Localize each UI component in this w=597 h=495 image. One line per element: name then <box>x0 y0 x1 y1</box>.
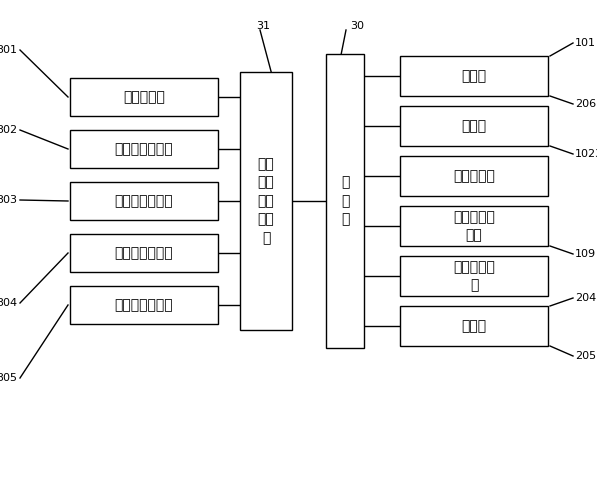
Bar <box>400 156 548 196</box>
Text: 第一温度传感器: 第一温度传感器 <box>115 142 173 156</box>
Bar <box>70 234 218 272</box>
Text: 305: 305 <box>0 373 17 383</box>
Text: 压力传感器: 压力传感器 <box>123 90 165 104</box>
Text: 204: 204 <box>575 293 596 303</box>
Text: 302: 302 <box>0 125 17 135</box>
Text: 控
制
器: 控 制 器 <box>341 176 349 226</box>
Text: 辅助电加热
器: 辅助电加热 器 <box>453 260 495 292</box>
Text: 第一湿度传感器: 第一湿度传感器 <box>115 194 173 208</box>
Bar <box>70 78 218 116</box>
Bar <box>70 130 218 168</box>
Bar <box>326 54 364 348</box>
Bar <box>70 182 218 220</box>
Text: 206: 206 <box>575 99 596 109</box>
Text: 303: 303 <box>0 195 17 205</box>
Text: 205: 205 <box>575 351 596 361</box>
Bar <box>400 206 548 246</box>
Bar <box>70 286 218 324</box>
Text: 30: 30 <box>350 21 364 31</box>
Text: 109: 109 <box>575 249 596 259</box>
Text: 压缩机: 压缩机 <box>461 69 487 83</box>
Text: 301: 301 <box>0 45 17 55</box>
Bar <box>240 72 292 330</box>
Text: 1023: 1023 <box>575 149 597 159</box>
Text: 送风机: 送风机 <box>461 119 487 133</box>
Text: 第二温度传感器: 第二温度传感器 <box>115 246 173 260</box>
Text: 流量调节阀: 流量调节阀 <box>453 169 495 183</box>
Text: 三通比例调
节阀: 三通比例调 节阀 <box>453 210 495 242</box>
Bar <box>400 256 548 296</box>
Text: 304: 304 <box>0 298 17 308</box>
Text: 101: 101 <box>575 38 596 48</box>
Text: 传感
器数
据采
集系
统: 传感 器数 据采 集系 统 <box>258 157 275 245</box>
Text: 加湿器: 加湿器 <box>461 319 487 333</box>
Text: 第二湿度传感器: 第二湿度传感器 <box>115 298 173 312</box>
Bar <box>400 106 548 146</box>
Text: 31: 31 <box>256 21 270 31</box>
Bar <box>400 306 548 346</box>
Bar <box>400 56 548 96</box>
